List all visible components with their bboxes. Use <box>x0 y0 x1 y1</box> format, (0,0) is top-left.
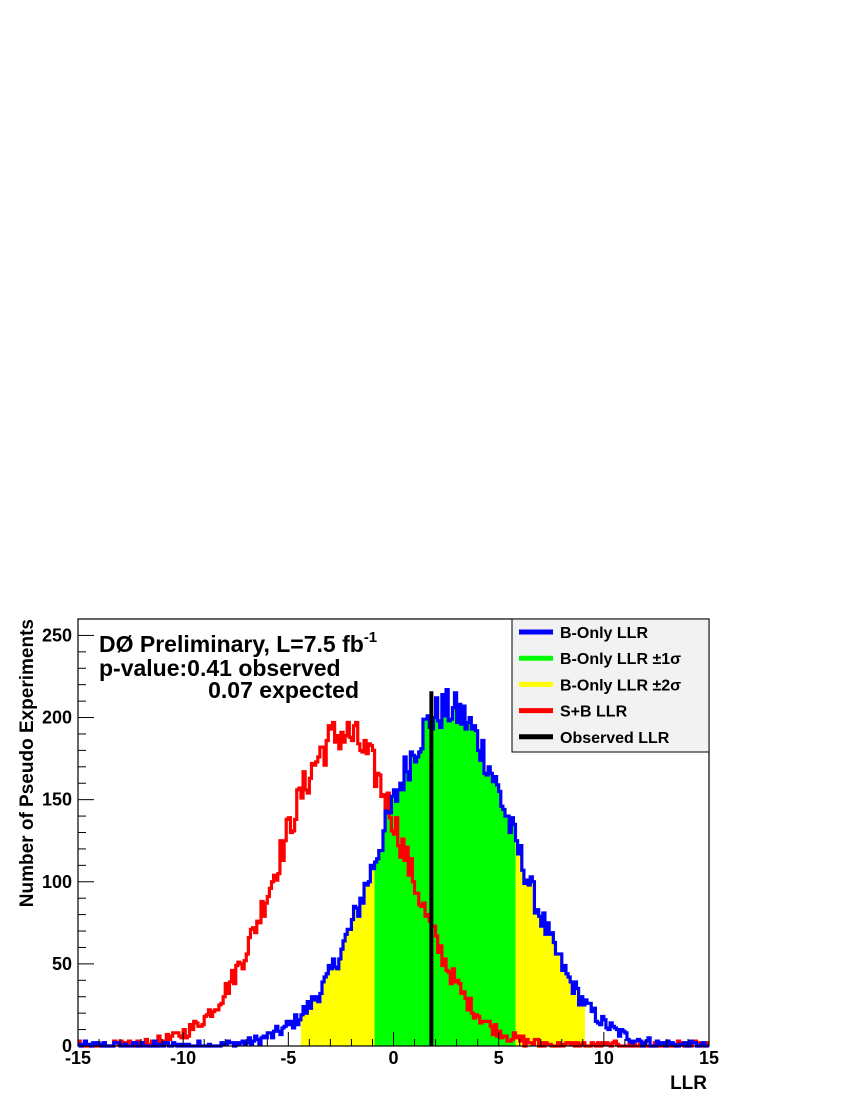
x-tick-label: 0 <box>388 1048 398 1068</box>
y-tick-label: 0 <box>62 1036 72 1056</box>
x-tick-label: 5 <box>494 1048 504 1068</box>
x-tick-label: -10 <box>170 1048 196 1068</box>
x-tick-label: 15 <box>699 1048 719 1068</box>
annotation-pvalue-expected: 0.07 expected <box>208 677 359 703</box>
y-tick-label: 50 <box>52 954 72 974</box>
y-tick-label: 250 <box>42 625 72 645</box>
legend-label: B-Only LLR ±2σ <box>560 677 681 694</box>
annotation-title-sup: -1 <box>364 629 377 646</box>
y-axis: 0 50 100 150 200 250 <box>42 618 94 1056</box>
y-tick-label: 100 <box>42 872 72 892</box>
annotation-pvalue-observed: p-value:0.41 observed <box>99 655 341 681</box>
x-tick-label: -5 <box>280 1048 296 1068</box>
legend-label: B-Only LLR ±1σ <box>560 651 681 668</box>
x-tick-label: 10 <box>594 1048 614 1068</box>
sigma-bands <box>300 689 585 1046</box>
legend: B-Only LLR B-Only LLR ±1σ B-Only LLR ±2σ S+… <box>511 618 710 753</box>
x-axis: -15 -10 -5 0 5 10 15 <box>65 1032 719 1068</box>
y-tick-label: 150 <box>42 790 72 810</box>
legend-label: Observed LLR <box>560 730 670 747</box>
y-axis-label: Number of Pseudo Experiments <box>17 619 38 907</box>
annotation-title-main: DØ Preliminary, L=7.5 fb <box>99 631 364 657</box>
x-tick-label: -15 <box>65 1048 91 1068</box>
legend-label: B-Only LLR <box>560 625 648 642</box>
y-tick-label: 200 <box>42 708 72 728</box>
band-one-sigma <box>374 689 516 1046</box>
annotation-title: DØ Preliminary, L=7.5 fb-1 <box>99 629 377 657</box>
legend-label: S+B LLR <box>560 704 628 721</box>
x-axis-label: LLR <box>670 1073 707 1094</box>
